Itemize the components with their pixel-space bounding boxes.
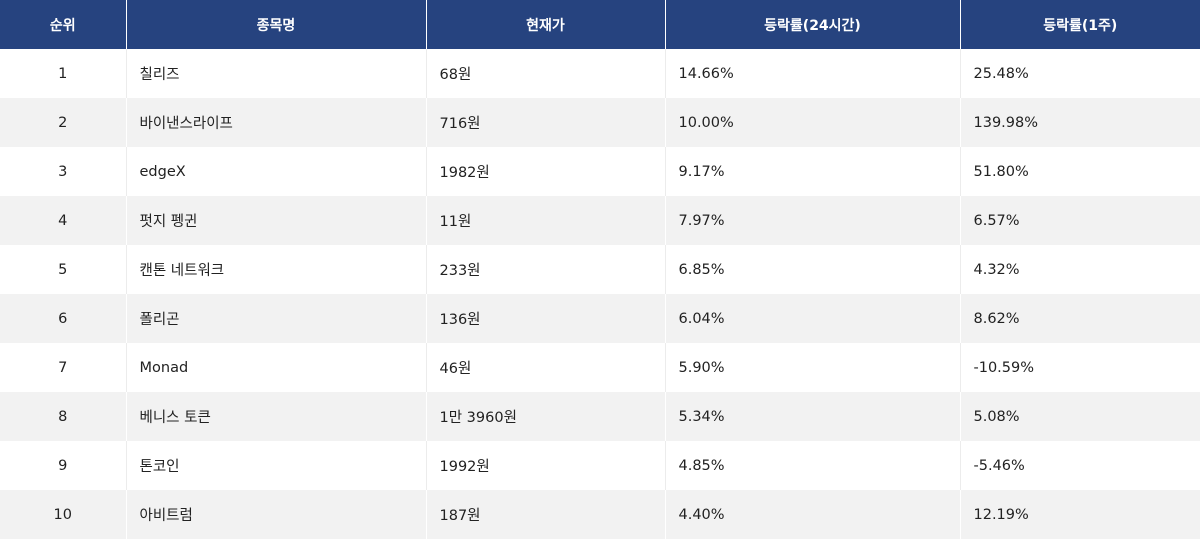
header-name: 종목명 bbox=[126, 0, 427, 49]
change-24h-cell: 9.17% bbox=[665, 147, 961, 196]
change-24h-cell: 6.85% bbox=[665, 245, 961, 294]
rank-cell: 2 bbox=[0, 98, 127, 147]
change-1w-cell: 6.57% bbox=[960, 196, 1200, 245]
name-cell: 바이낸스라이프 bbox=[126, 98, 427, 147]
rank-cell: 7 bbox=[0, 343, 127, 392]
price-cell: 1만 3960원 bbox=[426, 392, 666, 441]
table-row: 7 Monad 46원 5.90% -10.59% bbox=[0, 343, 1200, 392]
change-1w-cell: 139.98% bbox=[960, 98, 1200, 147]
price-cell: 68원 bbox=[426, 49, 666, 98]
table-row: 10 아비트럼 187원 4.40% 12.19% bbox=[0, 490, 1200, 539]
name-cell: Monad bbox=[126, 343, 427, 392]
table-row: 8 베니스 토큰 1만 3960원 5.34% 5.08% bbox=[0, 392, 1200, 441]
change-1w-cell: 8.62% bbox=[960, 294, 1200, 343]
table-body: 1 칠리즈 68원 14.66% 25.48% 2 바이낸스라이프 716원 1… bbox=[0, 49, 1200, 539]
price-cell: 1982원 bbox=[426, 147, 666, 196]
rank-cell: 9 bbox=[0, 441, 127, 490]
price-cell: 136원 bbox=[426, 294, 666, 343]
name-cell: 베니스 토큰 bbox=[126, 392, 427, 441]
name-cell: 칠리즈 bbox=[126, 49, 427, 98]
change-24h-cell: 10.00% bbox=[665, 98, 961, 147]
name-cell: 폴리곤 bbox=[126, 294, 427, 343]
rank-cell: 5 bbox=[0, 245, 127, 294]
name-cell: 아비트럼 bbox=[126, 490, 427, 539]
rank-cell: 1 bbox=[0, 49, 127, 98]
name-cell: 펏지 펭귄 bbox=[126, 196, 427, 245]
table-row: 5 캔톤 네트워크 233원 6.85% 4.32% bbox=[0, 245, 1200, 294]
price-cell: 46원 bbox=[426, 343, 666, 392]
price-cell: 233원 bbox=[426, 245, 666, 294]
table-row: 2 바이낸스라이프 716원 10.00% 139.98% bbox=[0, 98, 1200, 147]
rank-cell: 6 bbox=[0, 294, 127, 343]
change-24h-cell: 7.97% bbox=[665, 196, 961, 245]
table-row: 6 폴리곤 136원 6.04% 8.62% bbox=[0, 294, 1200, 343]
header-row: 순위 종목명 현재가 등락률(24시간) 등락률(1주) bbox=[0, 0, 1200, 49]
change-24h-cell: 14.66% bbox=[665, 49, 961, 98]
name-cell: 캔톤 네트워크 bbox=[126, 245, 427, 294]
change-1w-cell: 5.08% bbox=[960, 392, 1200, 441]
name-cell: 톤코인 bbox=[126, 441, 427, 490]
price-cell: 716원 bbox=[426, 98, 666, 147]
change-1w-cell: -10.59% bbox=[960, 343, 1200, 392]
rank-cell: 3 bbox=[0, 147, 127, 196]
change-1w-cell: 4.32% bbox=[960, 245, 1200, 294]
header-price: 현재가 bbox=[426, 0, 666, 49]
header-change-1w: 등락률(1주) bbox=[960, 0, 1200, 49]
change-1w-cell: 12.19% bbox=[960, 490, 1200, 539]
rank-cell: 4 bbox=[0, 196, 127, 245]
change-24h-cell: 4.85% bbox=[665, 441, 961, 490]
change-1w-cell: 51.80% bbox=[960, 147, 1200, 196]
change-1w-cell: 25.48% bbox=[960, 49, 1200, 98]
table-row: 9 톤코인 1992원 4.85% -5.46% bbox=[0, 441, 1200, 490]
price-cell: 1992원 bbox=[426, 441, 666, 490]
table-row: 4 펏지 펭귄 11원 7.97% 6.57% bbox=[0, 196, 1200, 245]
price-cell: 11원 bbox=[426, 196, 666, 245]
change-24h-cell: 6.04% bbox=[665, 294, 961, 343]
header-change-24h: 등락률(24시간) bbox=[665, 0, 961, 49]
table-row: 3 edgeX 1982원 9.17% 51.80% bbox=[0, 147, 1200, 196]
change-24h-cell: 5.34% bbox=[665, 392, 961, 441]
table-header: 순위 종목명 현재가 등락률(24시간) 등락률(1주) bbox=[0, 0, 1200, 49]
rank-cell: 8 bbox=[0, 392, 127, 441]
change-24h-cell: 4.40% bbox=[665, 490, 961, 539]
name-cell: edgeX bbox=[126, 147, 427, 196]
change-24h-cell: 5.90% bbox=[665, 343, 961, 392]
change-1w-cell: -5.46% bbox=[960, 441, 1200, 490]
header-rank: 순위 bbox=[0, 0, 127, 49]
price-cell: 187원 bbox=[426, 490, 666, 539]
table-row: 1 칠리즈 68원 14.66% 25.48% bbox=[0, 49, 1200, 98]
rank-cell: 10 bbox=[0, 490, 127, 539]
